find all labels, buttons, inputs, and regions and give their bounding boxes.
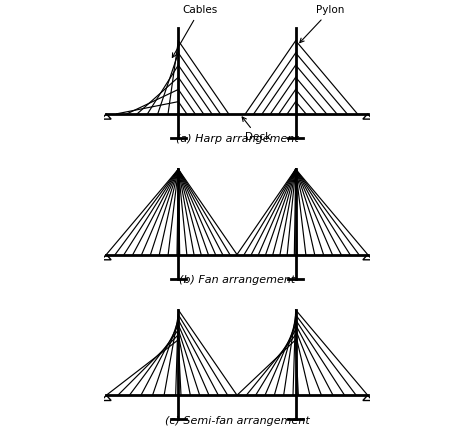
Text: (a) Harp arrangement: (a) Harp arrangement	[176, 135, 298, 144]
Text: Pylon: Pylon	[300, 5, 345, 43]
Text: Cables: Cables	[173, 5, 217, 58]
Text: (b) Fan arrangement: (b) Fan arrangement	[179, 275, 295, 285]
Text: Deck: Deck	[242, 117, 272, 142]
Text: (c) Semi-fan arrangement: (c) Semi-fan arrangement	[164, 416, 310, 426]
